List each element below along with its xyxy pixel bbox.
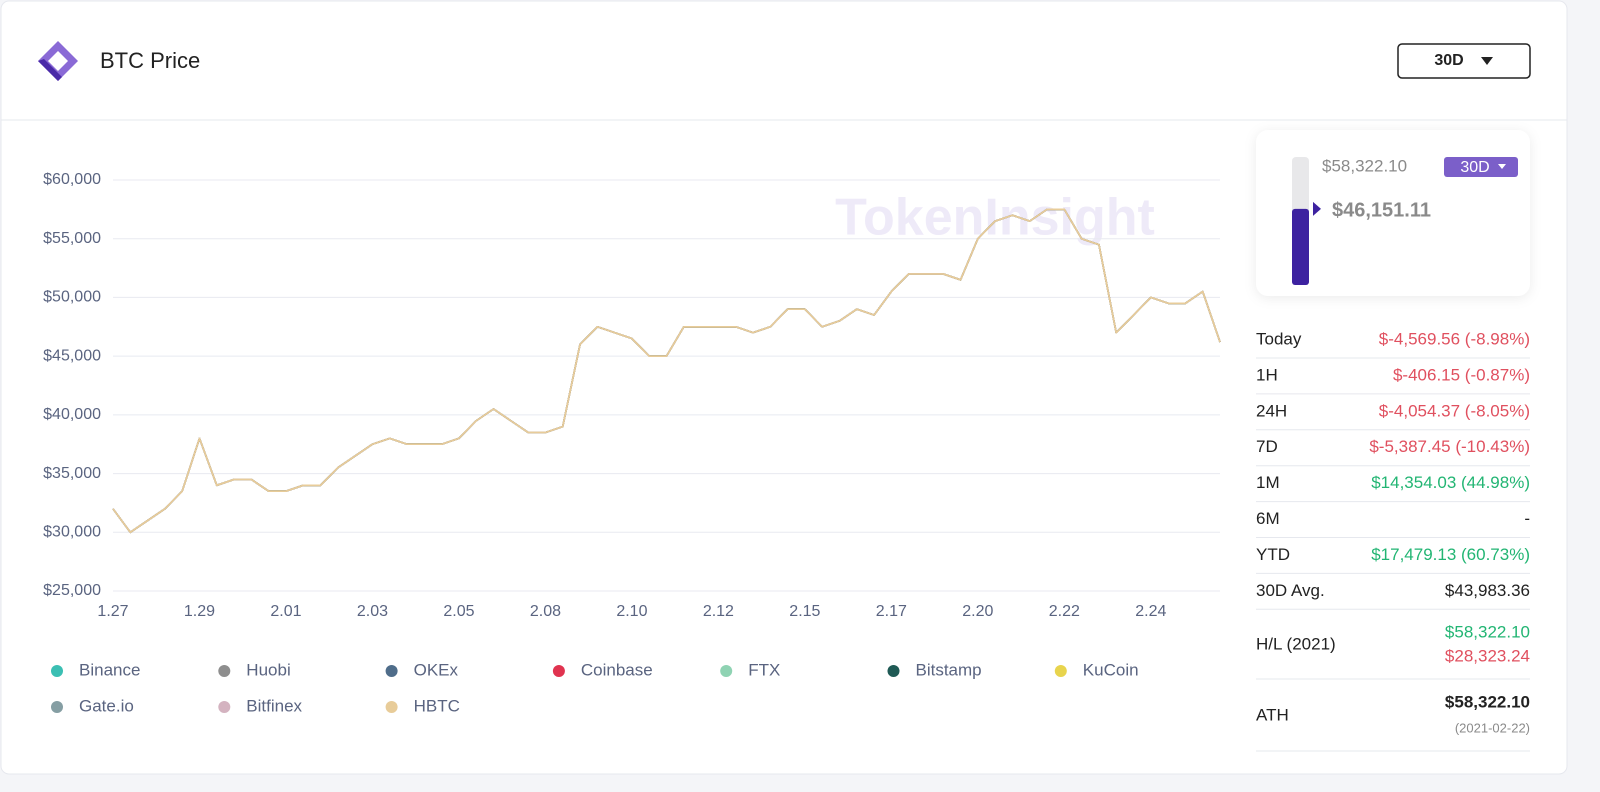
gauge-badge[interactable] (1444, 157, 1518, 177)
legend-label: Coinbase (581, 660, 653, 679)
gauge-badge-label[interactable]: 30D (1460, 159, 1489, 176)
watermark: TokenInsight (835, 189, 1155, 247)
legend-dot (385, 665, 398, 677)
y-tick-label: $25,000 (43, 582, 101, 599)
stat-value: $-4,054.37 (-8.05%) (1379, 401, 1530, 420)
stat-label: YTD (1256, 545, 1290, 564)
stat-value: $14,354.03 (44.98%) (1371, 473, 1530, 492)
title: BTC Price (100, 48, 200, 73)
gauge-pointer (1313, 201, 1321, 216)
legend-dot (218, 701, 231, 713)
stat-value: - (1524, 509, 1530, 528)
hl-high: $58,322.10 (1445, 622, 1530, 641)
stat-value: $17,479.13 (60.73%) (1371, 545, 1530, 564)
x-tick-label: 2.01 (270, 603, 301, 620)
x-tick-label: 2.05 (443, 603, 474, 620)
gauge-high: $58,322.10 (1322, 156, 1407, 175)
x-tick-label: 2.17 (876, 603, 907, 620)
y-tick-label: $55,000 (43, 230, 101, 247)
x-tick-label: 1.29 (184, 603, 215, 620)
range-dropdown[interactable] (1397, 43, 1531, 79)
legend-label: KuCoin (1083, 660, 1139, 679)
stat-label: 24H (1256, 401, 1287, 420)
legend-dot (385, 701, 398, 713)
x-tick-label: 2.03 (357, 603, 388, 620)
x-tick-label: 2.12 (703, 603, 734, 620)
legend-label: Gate.io (79, 696, 134, 715)
y-tick-label: $50,000 (43, 289, 101, 306)
legend-dot (51, 665, 63, 677)
legend-label: Bitstamp (916, 660, 982, 679)
legend-label: FTX (748, 660, 780, 679)
legend-label: HBTC (414, 696, 460, 715)
gauge-fill (1292, 208, 1309, 285)
stat-label: 1H (1256, 365, 1278, 384)
stat-value: $-5,387.45 (-10.43%) (1369, 437, 1530, 456)
legend-dot (51, 701, 63, 713)
x-tick-label: 2.15 (789, 603, 820, 620)
hl-label: H/L (2021) (1256, 634, 1336, 653)
legend-dot (1054, 665, 1067, 677)
ath-date: (2021-02-22) (1455, 720, 1530, 735)
x-tick-label: 1.27 (97, 603, 128, 620)
legend-dot (218, 665, 231, 677)
y-tick-label: $35,000 (43, 465, 101, 482)
logo (38, 41, 78, 81)
range-dropdown-label[interactable]: 30D (1434, 52, 1463, 69)
legend-dot (720, 665, 733, 677)
y-tick-label: $60,000 (43, 171, 101, 188)
price-line (112, 208, 1221, 534)
legend-label: OKEx (414, 660, 459, 679)
stat-label: 7D (1256, 437, 1278, 456)
dropdown-arrow (1481, 57, 1493, 65)
ath-label: ATH (1256, 705, 1289, 724)
stat-label: Today (1256, 329, 1302, 348)
badge-arrow (1498, 164, 1506, 169)
stat-label: 6M (1256, 509, 1280, 528)
stat-label: 30D Avg. (1256, 581, 1325, 600)
y-tick-label: $30,000 (43, 524, 101, 541)
legend-dot (887, 665, 900, 677)
hl-low: $28,323.24 (1445, 646, 1530, 665)
card (0, 0, 1568, 775)
legend-label: Binance (79, 660, 140, 679)
x-tick-label: 2.24 (1135, 603, 1166, 620)
x-tick-label: 2.08 (530, 603, 561, 620)
stat-value: $43,983.36 (1445, 581, 1530, 600)
stat-label: 1M (1256, 473, 1280, 492)
stat-value: $-4,569.56 (-8.98%) (1379, 329, 1530, 348)
y-tick-label: $40,000 (43, 406, 101, 423)
x-tick-label: 2.10 (616, 603, 647, 620)
legend-dot (552, 665, 565, 677)
legend-label: Bitfinex (246, 696, 302, 715)
stat-value: $-406.15 (-0.87%) (1393, 365, 1530, 384)
x-tick-label: 2.22 (1049, 603, 1080, 620)
ath-value: $58,322.10 (1445, 692, 1530, 711)
y-tick-label: $45,000 (43, 347, 101, 364)
legend-label: Huobi (246, 660, 290, 679)
gauge-current: $46,151.11 (1332, 199, 1431, 221)
x-tick-label: 2.20 (962, 603, 993, 620)
